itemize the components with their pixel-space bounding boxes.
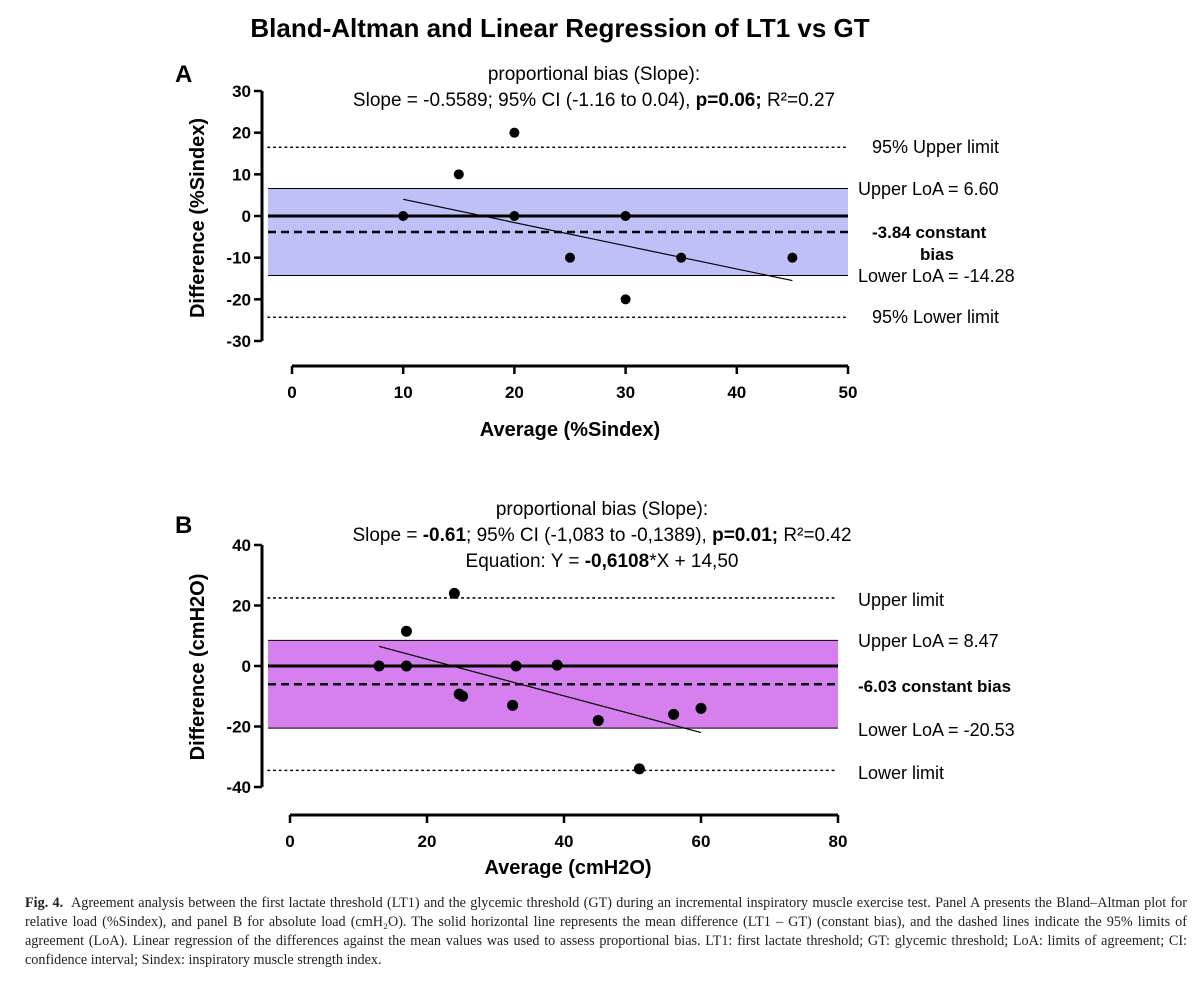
panel-b-y-tick-label: -20 bbox=[226, 718, 251, 737]
panel-b-data-point bbox=[457, 690, 469, 702]
panel-a-lower-loa-label: Lower LoA = -14.28 bbox=[858, 266, 1015, 286]
panel-a-x-tick-label: 20 bbox=[505, 383, 524, 402]
panel-a-y-tick-label: 30 bbox=[232, 82, 251, 101]
panel-b-x-tick-label: 80 bbox=[829, 832, 848, 851]
panel-a-annotation-line1: proportional bias (Slope): bbox=[488, 64, 700, 85]
panel-a-y-tick-label: 10 bbox=[232, 165, 251, 184]
panel-b-annotation-line2: Slope = -0.61; 95% CI (-1,083 to -0,1389… bbox=[352, 525, 851, 546]
panel-a-regression-line bbox=[403, 198, 793, 282]
figure-caption-label: Fig. 4. bbox=[25, 895, 64, 911]
panel-b-data-point bbox=[551, 659, 563, 671]
panel-a-upper-loa-label: Upper LoA = 6.60 bbox=[858, 179, 999, 199]
panel-b-upper-limit-label: Upper limit bbox=[858, 590, 944, 610]
panel-a-y-tick-label: 20 bbox=[232, 124, 251, 143]
panel-a-data-point bbox=[509, 127, 520, 138]
panel-a-x-tick-label: 40 bbox=[727, 383, 746, 402]
panel-a-data-point bbox=[398, 211, 409, 221]
panel-b-data-point bbox=[510, 660, 522, 672]
panel-b-upper-loa-label: Upper LoA = 8.47 bbox=[858, 631, 999, 651]
panel-b-y-tick-label: 20 bbox=[232, 597, 251, 616]
panel-b-y-tick-label: 40 bbox=[232, 536, 251, 555]
panel-b-lower-limit-label: Lower limit bbox=[858, 763, 944, 783]
panel-a-data-point bbox=[509, 211, 520, 221]
panel-b-x-tick-label: 20 bbox=[418, 832, 437, 851]
panel-a-x-tick-label: 30 bbox=[616, 383, 635, 402]
panel-b-regression-line bbox=[378, 645, 702, 734]
panel-b-data-point bbox=[668, 708, 680, 720]
panel-b-annotation-line3: Equation: Y = -0,6108*X + 14,50 bbox=[466, 551, 739, 572]
figure-title: Bland-Altman and Linear Regression of LT… bbox=[250, 13, 869, 43]
panel-a-annotation-line2: Slope = -0.5589; 95% CI (-1.16 to 0.04),… bbox=[353, 90, 835, 111]
panel-a-data-point bbox=[620, 294, 631, 305]
panel-a-data-point bbox=[676, 252, 687, 263]
panel-b-lower-loa-label: Lower LoA = -20.53 bbox=[858, 720, 1015, 740]
figure-caption: Fig. 4. Agreement analysis between the f… bbox=[25, 894, 1187, 970]
panel-b-data-point bbox=[400, 625, 412, 637]
panel-a-x-tick-label: 50 bbox=[839, 383, 858, 402]
panel-a-upper-limit-label: 95% Upper limit bbox=[872, 137, 999, 157]
panel-b-data-point bbox=[400, 660, 412, 672]
panel-a-y-tick-label: -30 bbox=[226, 332, 251, 351]
panel-a-y-axis-label: Difference (%Sindex) bbox=[187, 118, 209, 318]
panel-a-y-tick-label: -20 bbox=[226, 290, 251, 309]
panel-b: B proportional bias (Slope): Slope = -0.… bbox=[175, 499, 1015, 879]
panel-b-y-axis-label: Difference (cmH2O) bbox=[187, 574, 209, 761]
panel-a-y-tick-label: 0 bbox=[242, 207, 251, 226]
panel-b-data-point bbox=[633, 763, 645, 775]
panel-b-x-tick-label: 60 bbox=[692, 832, 711, 851]
panel-b-x-tick-label: 0 bbox=[285, 832, 294, 851]
panel-b-x-axis-label: Average (cmH2O) bbox=[484, 857, 651, 879]
panel-b-y-tick-label: 0 bbox=[242, 657, 251, 676]
panel-a-data-point bbox=[453, 169, 464, 180]
panel-a: A proportional bias (Slope): Slope = -0.… bbox=[175, 61, 1015, 441]
panel-b-letter: B bbox=[175, 512, 192, 539]
panel-a-x-tick-label: 0 bbox=[287, 383, 296, 402]
panel-a-y-tick-label: -10 bbox=[226, 249, 251, 268]
panel-b-data-point bbox=[373, 660, 385, 672]
panel-b-annotation-line1: proportional bias (Slope): bbox=[496, 499, 708, 520]
panel-a-x-axis-label: Average (%Sindex) bbox=[480, 419, 660, 441]
panel-a-lower-limit-label: 95% Lower limit bbox=[872, 307, 999, 327]
panel-a-data-point bbox=[787, 252, 798, 263]
panel-a-data-point bbox=[620, 211, 631, 221]
panel-a-bias-label-line2: bias bbox=[920, 245, 954, 264]
panel-b-data-point bbox=[507, 699, 519, 711]
panel-b-data-point bbox=[448, 587, 460, 599]
panel-a-data-point bbox=[565, 252, 575, 263]
panel-b-x-tick-label: 40 bbox=[555, 832, 574, 851]
panel-a-letter: A bbox=[175, 61, 192, 88]
panel-b-y-tick-label: -40 bbox=[226, 778, 251, 797]
figure-canvas: Bland-Altman and Linear Regression of LT… bbox=[175, 13, 1015, 879]
panel-b-bias-label: -6.03 constant bias bbox=[858, 677, 1011, 696]
panel-b-data-point bbox=[592, 714, 604, 726]
figure-caption-text: Agreement analysis between the first lac… bbox=[25, 895, 1187, 968]
panel-b-data-point bbox=[695, 702, 707, 714]
panel-a-x-tick-label: 10 bbox=[394, 383, 413, 402]
panel-a-bias-label-line1: -3.84 constant bbox=[872, 223, 987, 242]
